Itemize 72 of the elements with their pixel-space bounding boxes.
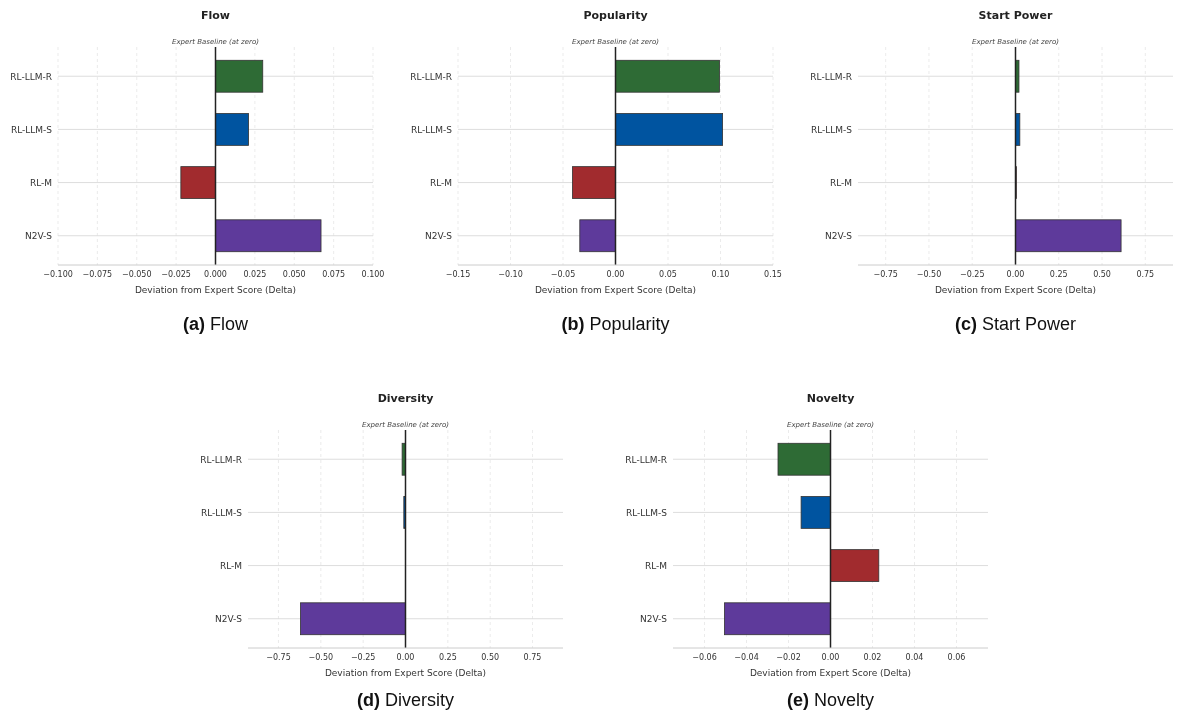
chart-title: Start Power — [978, 9, 1053, 22]
x-tick-label: 0.15 — [764, 270, 782, 279]
x-tick-label: −0.10 — [498, 270, 523, 279]
x-tick-label: −0.75 — [873, 270, 898, 279]
x-tick-label: −0.075 — [82, 270, 113, 279]
text: (c) Start Power — [954, 314, 1077, 334]
x-tick-label: −0.75 — [266, 653, 291, 662]
x-axis-title: Deviation from Expert Score (Delta) — [934, 285, 1097, 295]
x-tick-label: 0.10 — [711, 270, 730, 279]
y-tick-label: RL-LLM-R — [10, 71, 52, 82]
x-tick-label: −0.06 — [692, 653, 717, 662]
x-tick-label: 0.50 — [1093, 270, 1111, 279]
x-tick-label: −0.025 — [161, 270, 191, 279]
y-tick-label: RL-LLM-R — [810, 71, 852, 82]
x-tick-label: 0.75 — [523, 653, 542, 662]
chart-title: Novelty — [806, 392, 855, 405]
x-tick-label: −0.04 — [734, 653, 759, 662]
x-tick-label: 0.00 — [606, 270, 625, 279]
y-tick-label: RL-LLM-R — [410, 71, 452, 82]
y-tick-label: RL-LLM-S — [810, 124, 853, 135]
y-tick-label: RL-LLM-R — [200, 454, 242, 465]
x-tick-label: −0.50 — [916, 270, 942, 279]
x-axis-title: Deviation from Expert Score (Delta) — [534, 285, 697, 295]
y-tick-label: N2V-S — [214, 614, 243, 625]
y-tick-label: N2V-S — [639, 614, 668, 625]
y-tick-label: RL-M — [219, 561, 242, 572]
y-tick-label: RL-M — [829, 178, 852, 189]
x-tick-label: −0.100 — [43, 270, 73, 279]
y-tick-label: RL-M — [29, 178, 52, 189]
x-tick-label: 0.05 — [659, 270, 677, 279]
text: (b) Popularity — [561, 314, 670, 334]
text: (d) Diversity — [357, 690, 454, 710]
x-axis-title: Deviation from Expert Score (Delta) — [749, 668, 912, 678]
y-tick-label: N2V-S — [24, 231, 53, 242]
text: (a) Flow — [182, 314, 249, 334]
y-tick-label: RL-LLM-S — [200, 507, 243, 518]
x-tick-label: −0.50 — [308, 653, 334, 662]
chart-title: Popularity — [583, 9, 648, 22]
x-tick-label: 0.25 — [1049, 270, 1068, 279]
y-tick-label: RL-LLM-S — [410, 124, 453, 135]
y-tick-label: RL-LLM-R — [625, 454, 667, 465]
x-tick-label: 0.02 — [863, 653, 882, 662]
y-tick-label: RL-LLM-S — [10, 124, 53, 135]
x-tick-label: 0.50 — [481, 653, 500, 662]
x-tick-label: 0.025 — [243, 270, 267, 279]
x-tick-label: 0.100 — [361, 270, 385, 279]
x-tick-label: −0.15 — [445, 270, 471, 279]
x-tick-label: 0.00 — [821, 653, 840, 662]
x-tick-label: 0.25 — [438, 653, 457, 662]
x-tick-label: 0.06 — [947, 653, 966, 662]
x-tick-label: 0.00 — [1006, 270, 1025, 279]
y-tick-label: RL-M — [644, 561, 667, 572]
y-tick-label: N2V-S — [424, 231, 453, 242]
x-tick-label: 0.000 — [204, 270, 227, 279]
chart-title: Flow — [200, 9, 231, 22]
y-tick-label: N2V-S — [824, 231, 853, 242]
x-tick-label: 0.075 — [322, 270, 346, 279]
x-tick-label: −0.02 — [776, 653, 801, 662]
y-tick-label: RL-M — [429, 178, 452, 189]
x-tick-label: 0.04 — [905, 653, 924, 662]
x-tick-label: 0.75 — [1136, 270, 1155, 279]
y-tick-label: RL-LLM-S — [625, 507, 668, 518]
text: (e) Novelty — [786, 690, 875, 710]
x-tick-label: −0.05 — [550, 270, 576, 279]
x-tick-label: 0.050 — [282, 270, 306, 279]
x-tick-label: −0.050 — [121, 270, 152, 279]
x-axis-title: Deviation from Expert Score (Delta) — [324, 668, 487, 678]
x-axis-title: Deviation from Expert Score (Delta) — [134, 285, 297, 295]
chart-title: Diversity — [377, 392, 434, 405]
x-tick-label: −0.25 — [959, 270, 985, 279]
x-tick-label: 0.00 — [396, 653, 415, 662]
x-tick-label: −0.25 — [350, 653, 376, 662]
